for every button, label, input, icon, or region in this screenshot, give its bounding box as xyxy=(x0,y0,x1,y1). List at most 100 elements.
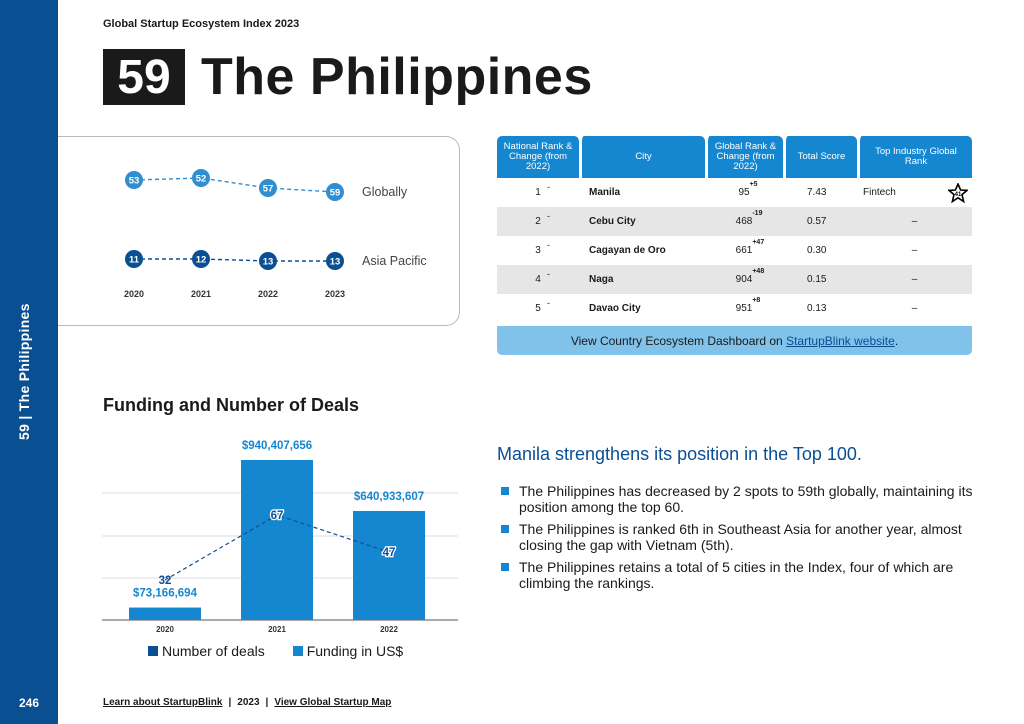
star-icon: 41 xyxy=(948,183,968,203)
funding-label: $73,166,694 xyxy=(133,588,198,600)
city-name: Cebu City xyxy=(579,207,705,236)
rank-value: 12 xyxy=(196,255,207,266)
city-name: Cagayan de Oro xyxy=(589,245,666,256)
header-global-rank: Global Rank & Change (from 2022) xyxy=(705,136,783,178)
funding-label: $940,407,656 xyxy=(242,440,312,452)
summary-bullet: The Philippines retains a total of 5 cit… xyxy=(497,559,977,591)
summary-headline: Manila strengthens its position in the T… xyxy=(497,444,862,464)
category-label: 2020 xyxy=(156,625,174,634)
rank-history-chart: 2020 2021 2022 2023 53 52 57 59 Globally 11 12 13 13… xyxy=(124,169,427,299)
year-label: 2022 xyxy=(258,289,278,299)
national-rank-cell: 2- xyxy=(497,207,579,236)
legend-deals-label: Number of deals xyxy=(162,643,265,659)
rank-value: 13 xyxy=(330,257,341,268)
rank-value: 53 xyxy=(129,176,140,187)
global-startup-map-link[interactable]: View Global Startup Map xyxy=(274,697,392,708)
banner-text: View Country Ecosystem Dashboard on xyxy=(570,333,783,348)
total-score: 0.30 xyxy=(807,245,827,256)
national-rank-cell: 4- xyxy=(497,265,579,294)
funding-chart: $73,166,694 2020 $940,407,656 2021 $640,933,… xyxy=(102,440,458,634)
global-rank: 904 xyxy=(735,274,753,285)
legend-deals-swatch xyxy=(148,646,158,656)
national-rank: 5 xyxy=(535,303,541,314)
top-industry: – xyxy=(911,303,918,314)
rank-value: 59 xyxy=(330,188,341,199)
header-city: City xyxy=(579,136,705,178)
national-rank-change: - xyxy=(547,182,550,192)
legend-deals: Number of deals xyxy=(148,643,265,659)
global-rank-change: +5 xyxy=(749,181,758,188)
footer-separator: | xyxy=(228,697,232,708)
table-row: 1- Manila 95 +5 7.43 Fintech 41 xyxy=(497,178,972,207)
rank-value: 57 xyxy=(263,184,274,195)
global-rank-cell: 468 -19 xyxy=(705,207,783,236)
total-score: 0.57 xyxy=(783,207,857,236)
national-rank: 2 xyxy=(535,216,541,227)
national-rank-change: - xyxy=(547,211,550,221)
national-rank: 3 xyxy=(535,245,541,256)
header-national-rank: National Rank & Change (from 2022) xyxy=(497,136,579,178)
sidebar: 59 | The Philippines 246 xyxy=(0,0,58,724)
rank-marker xyxy=(192,250,210,268)
country-rank-badge: 59 xyxy=(103,49,185,105)
top-industry-cell: Fintech 41 xyxy=(857,178,972,207)
rank-value: 13 xyxy=(263,257,274,268)
learn-about-link[interactable]: Learn about StartupBlink xyxy=(103,697,223,708)
deals-label: 67 xyxy=(271,510,284,522)
city-name: Manila xyxy=(589,187,621,198)
header-total-score: Total Score xyxy=(783,136,857,178)
national-rank-change: - xyxy=(547,269,550,279)
table-row: 2- Cebu City 468 -19 0.57– xyxy=(497,207,972,236)
global-rank-change: -19 xyxy=(752,210,763,217)
national-rank-cell: 1- xyxy=(497,178,579,207)
rank-marker xyxy=(326,252,344,270)
page-number: 246 xyxy=(18,696,40,710)
top-industry: Fintech xyxy=(863,187,896,198)
industry-rank: 41 xyxy=(955,192,962,198)
top-industry: – xyxy=(911,216,918,227)
rank-series-label: Globally xyxy=(362,185,408,199)
rank-marker xyxy=(125,171,143,189)
startupblink-website-link[interactable]: StartupBlink website xyxy=(786,333,895,348)
rank-value: 52 xyxy=(196,174,207,185)
deals-line xyxy=(164,514,390,581)
category-label: 2021 xyxy=(268,625,286,634)
national-rank: 4 xyxy=(535,274,541,285)
page-title: 59 The Philippines xyxy=(103,48,593,106)
total-score: 0.15 xyxy=(783,265,857,294)
national-rank-change: - xyxy=(547,240,550,250)
legend-funding-label: Funding in US$ xyxy=(306,643,404,659)
rank-value: 11 xyxy=(129,255,140,266)
total-score: 0.13 xyxy=(807,303,827,314)
global-rank-change: +47 xyxy=(752,239,765,246)
dashboard-banner: View Country Ecosystem Dashboard on Star… xyxy=(497,326,972,355)
national-rank: 1 xyxy=(535,187,541,198)
rank-line xyxy=(133,177,336,193)
top-industry: – xyxy=(911,245,918,256)
top-industry-cell: – xyxy=(857,294,972,323)
rank-marker xyxy=(125,250,143,268)
city-name: Naga xyxy=(579,265,705,294)
global-rank-cell: 95 +5 xyxy=(705,178,783,207)
funding-chart-title: Funding and Number of Deals xyxy=(103,395,360,415)
sidebar-country-label: 59 | The Philippines xyxy=(16,303,32,440)
rank-line xyxy=(134,258,335,262)
funding-bar xyxy=(129,607,201,620)
table-row: 3- Cagayan de Oro 661 +47 0.30 – xyxy=(497,236,972,265)
global-rank: 661 xyxy=(735,245,753,256)
year-label: 2020 xyxy=(124,289,144,299)
country-name: The Philippines xyxy=(201,48,593,106)
funding-label: $640,933,607 xyxy=(354,491,424,503)
banner-period: . xyxy=(894,333,899,348)
city-ranking-table: National Rank & Change (from 2022) City … xyxy=(497,136,972,323)
top-industry-cell: – xyxy=(857,207,972,236)
global-rank: 468 xyxy=(735,216,753,227)
footer-separator: | xyxy=(265,697,269,708)
deals-label: 32 xyxy=(159,575,172,587)
legend-funding-swatch xyxy=(292,646,303,656)
summary-bullet: The Philippines has decreased by 2 spots… xyxy=(497,483,977,515)
global-rank-cell: 951 +8 xyxy=(705,294,783,323)
footer-year: 2023 xyxy=(237,697,260,708)
header-top-industry: Top Industry Global Rank xyxy=(857,136,972,178)
category-label: 2022 xyxy=(380,625,398,634)
